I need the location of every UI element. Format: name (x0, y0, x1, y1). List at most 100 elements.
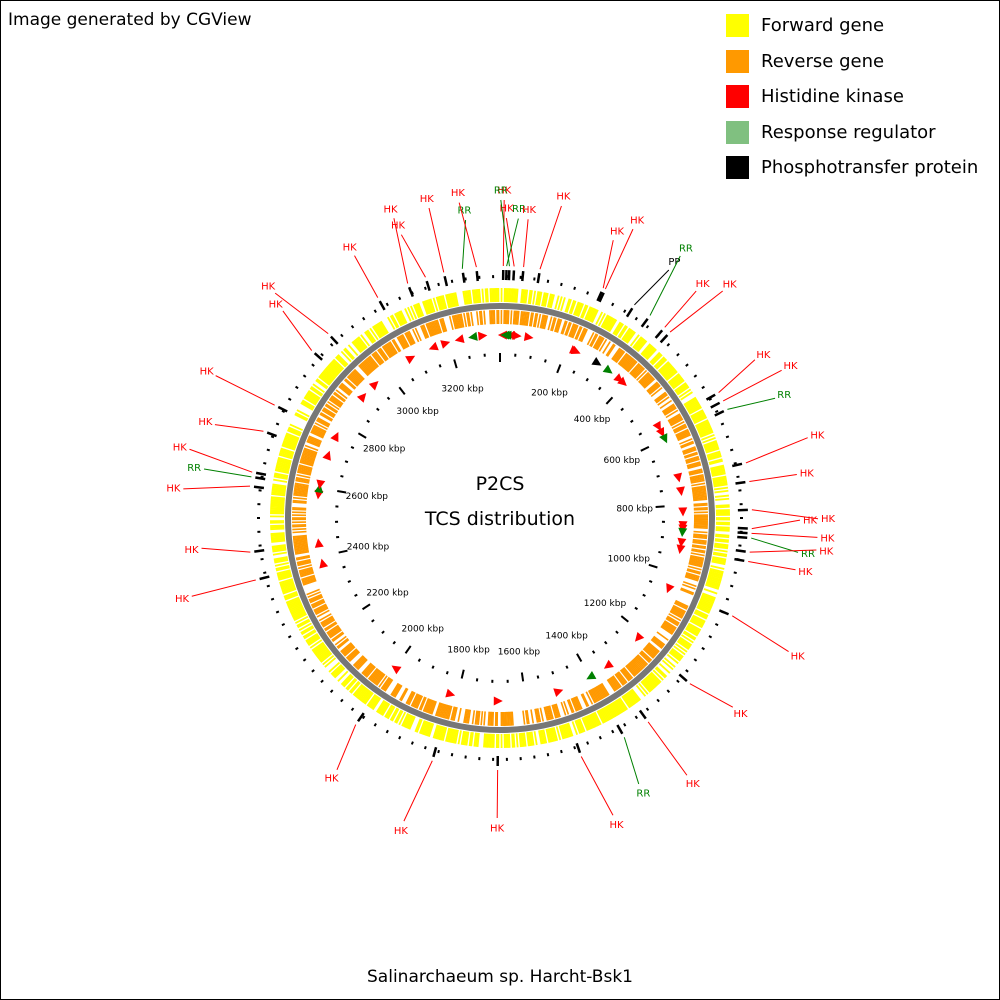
forward-gene-mark (270, 533, 285, 537)
reverse-gene-mark (474, 710, 478, 725)
reverse-gene-mark (353, 656, 365, 668)
reverse-gene-mark (377, 349, 387, 362)
reverse-gene-mark (320, 615, 334, 624)
reverse-gene-mark (489, 711, 492, 726)
forward-gene-mark (529, 290, 533, 305)
tick-dot (373, 309, 377, 313)
reverse-gene-mark (328, 628, 342, 638)
forward-gene-mark (676, 385, 690, 396)
reverse-gene-mark (618, 353, 629, 366)
reverse-gene-mark (327, 626, 341, 637)
label-leader-line (602, 240, 614, 289)
forward-gene-mark (371, 325, 382, 339)
forward-gene-mark (300, 402, 314, 411)
forward-gene-mark (538, 730, 543, 745)
feature-label: RR (494, 186, 508, 197)
forward-gene-mark (706, 581, 720, 587)
reverse-gene-mark (687, 462, 701, 468)
forward-gene-mark (511, 733, 514, 748)
forward-gene-mark (284, 593, 299, 601)
tick-dot (423, 745, 427, 750)
forward-gene-mark (676, 640, 690, 651)
reverse-gene-mark (471, 710, 476, 725)
reverse-gene-mark (371, 353, 382, 366)
reverse-gene-mark (535, 708, 540, 723)
reverse-gene-mark (360, 362, 371, 375)
feature-label: RR (801, 549, 815, 560)
tcs-arrow-hk (356, 393, 367, 403)
forward-gene-mark (391, 708, 400, 722)
forward-gene-mark (421, 721, 429, 735)
reverse-gene-mark (555, 318, 561, 333)
forward-gene-mark (577, 303, 585, 317)
reverse-gene-mark (428, 322, 435, 336)
forward-gene-mark (600, 314, 609, 328)
forward-gene-mark (486, 733, 489, 748)
reverse-gene-mark (385, 343, 395, 357)
reverse-gene-mark (636, 369, 648, 381)
reverse-gene-mark (297, 561, 312, 567)
reverse-gene-mark (302, 578, 317, 585)
reverse-gene-mark (629, 661, 640, 674)
forward-gene-mark (633, 337, 644, 350)
tcs-arrow-rr (502, 330, 512, 340)
reverse-gene-mark (691, 485, 706, 490)
forward-gene-mark (628, 690, 639, 703)
reverse-gene-mark (564, 321, 571, 336)
forward-gene-mark (279, 450, 294, 457)
reverse-gene-mark (568, 699, 575, 713)
tick-dot (329, 343, 334, 347)
forward-gene-mark (273, 478, 288, 483)
forward-gene-mark (714, 542, 729, 547)
feature-tick (718, 609, 730, 616)
reverse-gene-mark (293, 542, 308, 547)
tcs-arrow-hk (603, 659, 614, 669)
reverse-gene-mark (657, 396, 670, 406)
reverse-gene-mark (330, 396, 343, 406)
reverse-gene-mark (595, 336, 604, 350)
forward-gene-mark (613, 700, 623, 714)
reverse-gene-mark (365, 666, 376, 678)
forward-gene-mark (587, 714, 595, 729)
forward-gene-mark (398, 310, 407, 325)
reverse-gene-mark (663, 621, 677, 631)
ruler-minor-tick (615, 630, 619, 635)
reverse-gene-mark (306, 440, 320, 448)
forward-gene-mark (476, 732, 480, 747)
forward-gene-mark (446, 728, 452, 743)
reverse-gene-mark (433, 320, 440, 335)
forward-gene-mark (564, 298, 571, 313)
reverse-gene-mark (453, 707, 458, 722)
reverse-gene-mark (429, 700, 436, 715)
reverse-gene-mark (632, 658, 643, 671)
reverse-gene-mark (674, 601, 688, 609)
forward-gene-mark (638, 682, 649, 695)
reverse-gene-mark (312, 427, 326, 435)
forward-gene-mark (463, 731, 468, 746)
reverse-gene-mark (689, 473, 704, 479)
reverse-gene-mark (635, 656, 647, 668)
reverse-gene-mark (415, 695, 424, 709)
feature-tick (640, 317, 649, 328)
forward-gene-mark (568, 299, 575, 314)
forward-gene-mark (276, 461, 291, 467)
reverse-gene-mark (620, 355, 631, 368)
reverse-gene-mark (654, 392, 668, 403)
tcs-arrow-hk (652, 420, 662, 431)
forward-gene-mark (703, 439, 717, 447)
forward-gene-mark (286, 598, 301, 605)
forward-gene-mark (356, 337, 367, 350)
forward-gene-mark (670, 649, 683, 660)
forward-gene-mark (319, 374, 332, 385)
forward-gene-mark (527, 731, 532, 747)
feature-tick-ring (253, 270, 748, 767)
forward-gene-mark (704, 443, 719, 450)
reverse-gene-mark (346, 649, 359, 660)
forward-gene-mark (281, 585, 296, 592)
reverse-gene-mark (292, 508, 307, 511)
reverse-gene-mark (414, 327, 422, 342)
forward-gene-mark (303, 396, 317, 406)
reverse-gene-mark (551, 317, 557, 332)
reverse-gene-mark (664, 620, 677, 629)
forward-gene-mark (706, 578, 721, 584)
